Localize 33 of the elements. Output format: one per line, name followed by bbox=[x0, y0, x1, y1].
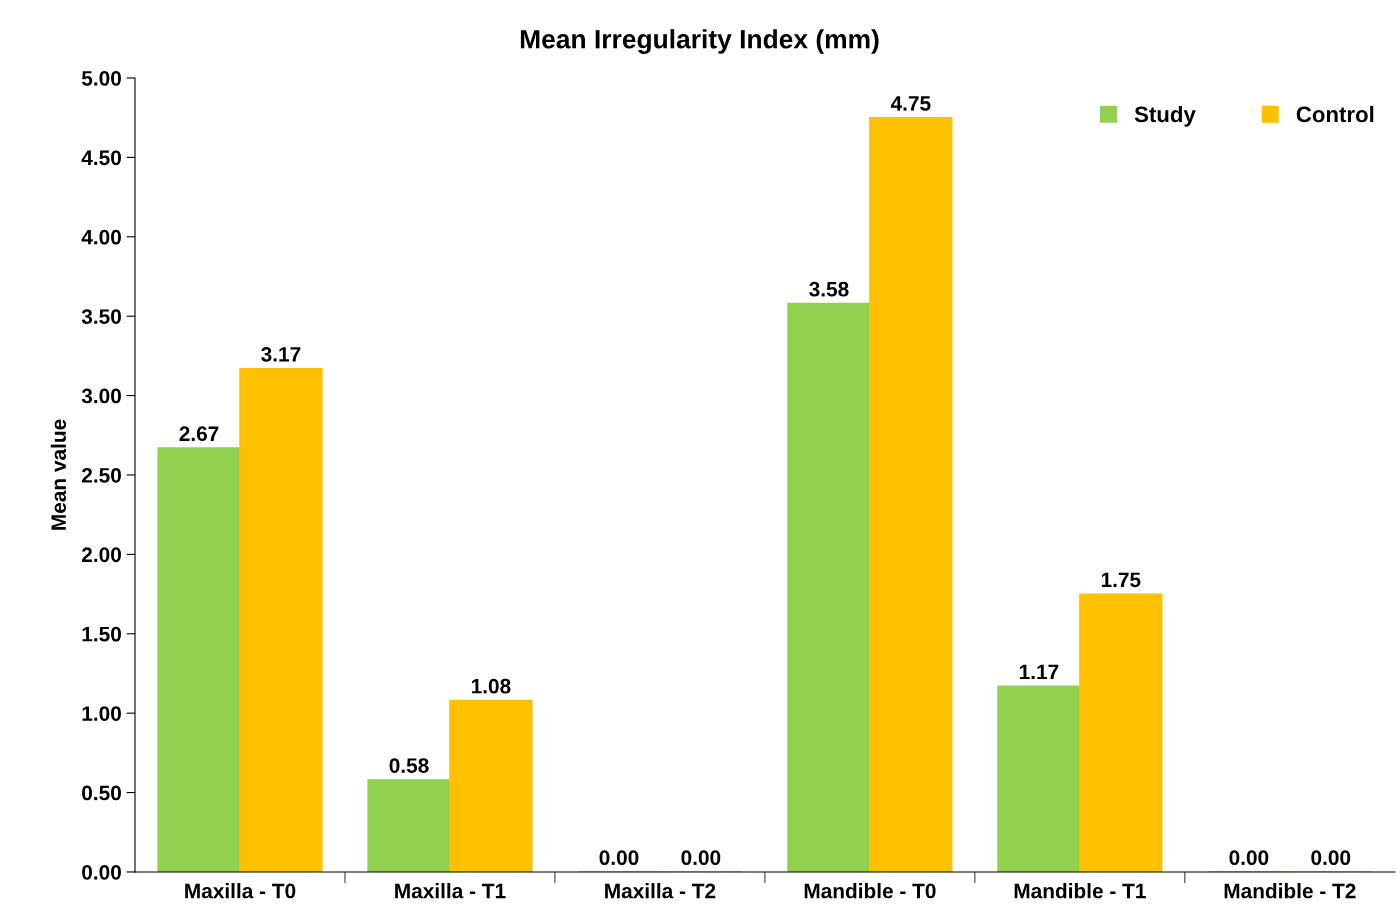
data-label: 1.17 bbox=[1019, 664, 1059, 680]
y-tick-label: 0.50 bbox=[82, 785, 121, 801]
data-label: 3.58 bbox=[809, 281, 849, 297]
y-tick-label: 2.50 bbox=[81, 467, 121, 483]
y-tick-label: 0.00 bbox=[82, 864, 121, 880]
y-tick-label: 1.00 bbox=[82, 706, 121, 721]
y-tick-label: 2.00 bbox=[81, 547, 121, 563]
data-label: 1.08 bbox=[471, 678, 511, 694]
y-tick-label: 5.00 bbox=[81, 70, 121, 86]
data-label: 0.58 bbox=[389, 758, 429, 773]
data-label: 0.00 bbox=[1229, 850, 1269, 866]
chart-title: Mean Irregularity Index (mm) bbox=[520, 29, 879, 54]
data-label: 0.00 bbox=[681, 850, 721, 866]
data-label: 1.75 bbox=[1101, 572, 1141, 588]
y-tick-label: 1.50 bbox=[82, 626, 121, 642]
x-tick-label: Maxilla - T0 bbox=[185, 883, 296, 899]
x-tick-label: Mandible - T0 bbox=[804, 883, 936, 899]
y-axis-title: Mean value bbox=[50, 419, 67, 530]
data-label: 2.67 bbox=[179, 426, 219, 442]
x-tick-label: Maxilla - T2 bbox=[605, 883, 716, 899]
y-tick-label: 4.50 bbox=[81, 150, 121, 166]
legend-label: Control bbox=[1296, 105, 1374, 123]
data-label: 0.00 bbox=[1311, 850, 1351, 866]
x-tick-label: Mandible - T2 bbox=[1224, 883, 1356, 899]
y-tick-label: 4.00 bbox=[81, 229, 121, 245]
y-tick-label: 3.00 bbox=[81, 388, 121, 404]
x-tick-label: Maxilla - T1 bbox=[395, 883, 506, 899]
x-tick-label: Mandible - T1 bbox=[1014, 883, 1146, 899]
data-label: 4.75 bbox=[890, 96, 931, 111]
data-label: 3.17 bbox=[261, 346, 301, 362]
y-tick-label: 3.50 bbox=[81, 309, 121, 324]
data-label: 0.00 bbox=[599, 850, 639, 866]
legend-label: Study bbox=[1134, 105, 1196, 127]
